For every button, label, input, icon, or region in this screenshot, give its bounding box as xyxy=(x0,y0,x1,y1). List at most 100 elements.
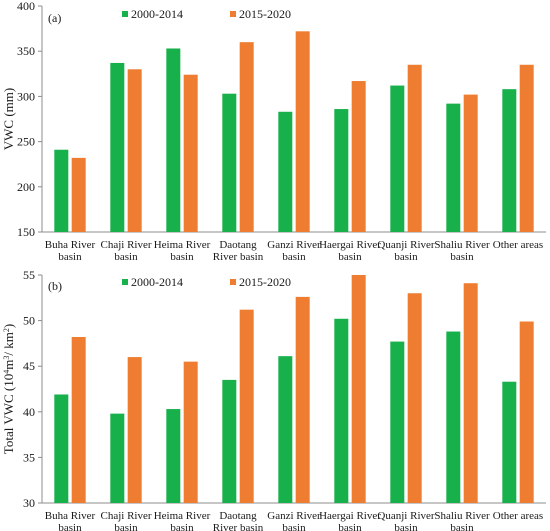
x-tick-label-line: Other areas xyxy=(493,510,543,522)
bar-2000-2014-1 xyxy=(110,62,125,233)
y-tick-label: 400 xyxy=(17,0,35,13)
x-tick-label-line: basin xyxy=(114,251,138,263)
chart-panel-1: 150 200 250 300 350 400 VWC (mm) (a) 2000-2014 20… xyxy=(1,0,546,263)
legend-label: 2015-2020 xyxy=(239,7,291,21)
bar-2015-2020-1 xyxy=(127,357,142,503)
y-tick-label: 45 xyxy=(23,359,35,373)
bar-2015-2020-4 xyxy=(295,296,310,503)
x-tick-label: Shaliu River basin xyxy=(434,239,490,263)
bar-2000-2014-6 xyxy=(390,85,405,232)
x-tick-label-line: Daotang xyxy=(219,510,257,522)
bar-2000-2014-7 xyxy=(446,331,461,503)
x-tick-label-line: Other areas xyxy=(493,239,543,251)
x-tick-label: Ganzi River basin xyxy=(267,239,321,263)
bar-2000-2014-4 xyxy=(278,356,293,503)
x-tick-label: Quanji River basin xyxy=(377,510,434,531)
x-tick-label: Chaji River basin xyxy=(100,510,151,531)
y-axis-label-part: m xyxy=(1,360,16,370)
chart-panel-2: 30 35 40 45 50 55 Total VWC (104m3/ km2) (b) 200… xyxy=(1,268,546,531)
x-tick-label-line: Haergai River xyxy=(319,510,381,522)
panel-label: (b) xyxy=(48,279,62,293)
bar-2015-2020-0 xyxy=(71,337,86,503)
x-tick-label: Quanji River basin xyxy=(377,239,434,263)
x-tick-label-line: basin xyxy=(170,522,194,531)
bar-2015-2020-6 xyxy=(407,64,422,232)
x-tick-label-line: Daotang xyxy=(219,239,257,251)
bar-2015-2020-5 xyxy=(351,275,366,503)
x-tick-label: Haergai River basin xyxy=(319,239,381,263)
bar-2015-2020-3 xyxy=(239,42,254,232)
x-tick-label: Other areas xyxy=(493,510,543,522)
bar-2000-2014-5 xyxy=(334,109,349,232)
legend-swatch xyxy=(122,279,128,285)
x-tick-label: Haergai River basin xyxy=(319,510,381,531)
y-axis-label: VWC (mm) xyxy=(1,88,16,150)
bar-2015-2020-4 xyxy=(295,31,310,233)
bar-2015-2020-8 xyxy=(519,64,534,232)
bar-2015-2020-5 xyxy=(351,81,366,232)
legend-swatch xyxy=(122,11,128,17)
y-tick-label: 50 xyxy=(23,314,35,328)
bar-2015-2020-1 xyxy=(127,69,142,232)
x-tick-label-line: basin xyxy=(338,522,362,531)
y-axis-label-part: ) xyxy=(1,324,16,328)
y-tick-label: 55 xyxy=(23,268,35,282)
x-tick-label-line: Heima River xyxy=(154,510,211,522)
y-axis-label-superscript: 3 xyxy=(2,356,11,360)
legend-label: 2000-2014 xyxy=(131,7,183,21)
bar-2015-2020-6 xyxy=(407,293,422,503)
x-tick-label-line: Chaji River xyxy=(100,239,151,251)
x-tick-label-line: basin xyxy=(450,522,474,531)
x-tick-label-line: Quanji River xyxy=(377,239,434,251)
x-tick-label: Daotang River basin xyxy=(213,510,264,531)
bar-2000-2014-4 xyxy=(278,111,293,232)
x-tick-label-line: basin xyxy=(338,251,362,263)
x-tick-label-line: basin xyxy=(58,522,82,531)
x-tick-label-line: basin xyxy=(282,251,306,263)
bar-2015-2020-2 xyxy=(183,74,198,232)
bar-2015-2020-7 xyxy=(463,283,478,503)
y-axis-label-part: Total VWC (10 xyxy=(1,374,16,454)
x-tick-label-line: Buha River xyxy=(45,239,96,251)
x-tick-label: Daotang River basin xyxy=(213,239,264,263)
legend-swatch xyxy=(230,279,236,285)
bar-2000-2014-7 xyxy=(446,103,461,232)
bar-2000-2014-0 xyxy=(54,149,69,232)
bar-2000-2014-3 xyxy=(222,379,237,503)
y-axis-label-part: / km xyxy=(1,332,16,355)
x-tick-label: Chaji River basin xyxy=(100,239,151,263)
y-tick-label: 150 xyxy=(17,225,35,239)
y-tick-label: 250 xyxy=(17,135,35,149)
x-tick-label-line: River basin xyxy=(213,522,264,531)
y-tick-label: 200 xyxy=(17,180,35,194)
x-tick-label-line: basin xyxy=(114,522,138,531)
bar-2015-2020-7 xyxy=(463,94,478,232)
bar-2015-2020-8 xyxy=(519,321,534,503)
bar-2015-2020-2 xyxy=(183,361,198,503)
panel-label: (a) xyxy=(48,11,61,25)
x-tick-label: Ganzi River basin xyxy=(267,510,321,531)
x-tick-label: Buha River basin xyxy=(45,239,96,263)
bar-2000-2014-3 xyxy=(222,93,237,232)
bar-2015-2020-0 xyxy=(71,157,86,232)
legend-label: 2000-2014 xyxy=(131,275,183,289)
y-tick-label: 300 xyxy=(17,89,35,103)
x-tick-label-line: River basin xyxy=(213,251,264,263)
y-tick-label: 35 xyxy=(23,450,35,464)
bar-2000-2014-2 xyxy=(166,48,181,232)
bar-2000-2014-8 xyxy=(502,89,517,232)
x-tick-label-line: basin xyxy=(394,522,418,531)
bar-2000-2014-6 xyxy=(390,341,405,503)
x-tick-label-line: Shaliu River xyxy=(434,239,490,251)
x-tick-label-line: basin xyxy=(394,251,418,263)
x-tick-label: Other areas xyxy=(493,239,543,251)
bar-2000-2014-0 xyxy=(54,394,69,503)
x-tick-label-line: basin xyxy=(58,251,82,263)
bar-2015-2020-3 xyxy=(239,309,254,503)
x-tick-label-line: Shaliu River xyxy=(434,510,490,522)
x-tick-label: Buha River basin xyxy=(45,510,96,531)
x-tick-label-line: Ganzi River xyxy=(267,510,321,522)
x-tick-label-line: Haergai River xyxy=(319,239,381,251)
x-tick-label-line: basin xyxy=(450,251,474,263)
